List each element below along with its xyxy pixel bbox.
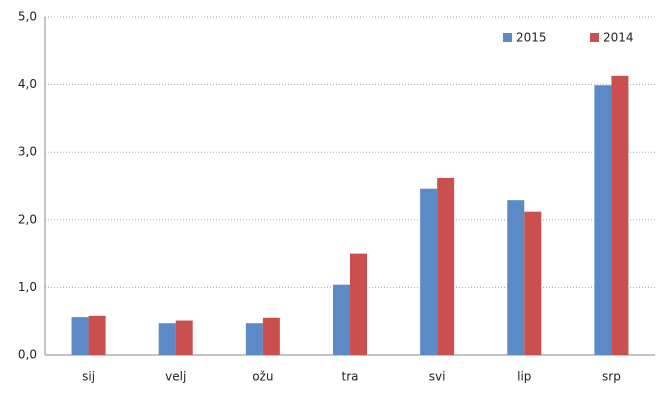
bar [245,323,263,355]
bar [175,320,193,355]
bar [437,177,455,355]
x-tick-label: velj [165,370,186,384]
x-tick-label: lip [517,370,531,384]
y-tick-label: 0,0 [18,348,37,362]
y-tick-label: 2,0 [18,212,37,226]
legend-swatch [590,33,599,42]
legend-swatch [503,33,512,42]
bar [262,317,280,355]
legend-label: 2015 [516,31,547,45]
y-tick-label: 3,0 [18,145,37,159]
x-tick-label: svi [429,370,446,384]
x-tick-label: ožu [252,370,273,384]
y-tick-label: 1,0 [18,280,37,294]
bar [350,253,367,355]
x-tick-label: tra [342,370,359,384]
legend-label: 2014 [603,31,634,45]
bar [507,200,525,355]
bar [420,188,438,355]
bar [158,323,176,355]
bar [333,284,350,355]
y-tick-label: 5,0 [18,10,37,24]
y-tick-label: 4,0 [18,77,37,91]
x-tick-label: sij [82,370,95,384]
x-tick-label: srp [602,370,621,384]
bar [71,317,89,355]
bar [88,315,106,355]
bar [611,75,629,355]
bar [594,85,612,355]
bar [524,211,542,355]
